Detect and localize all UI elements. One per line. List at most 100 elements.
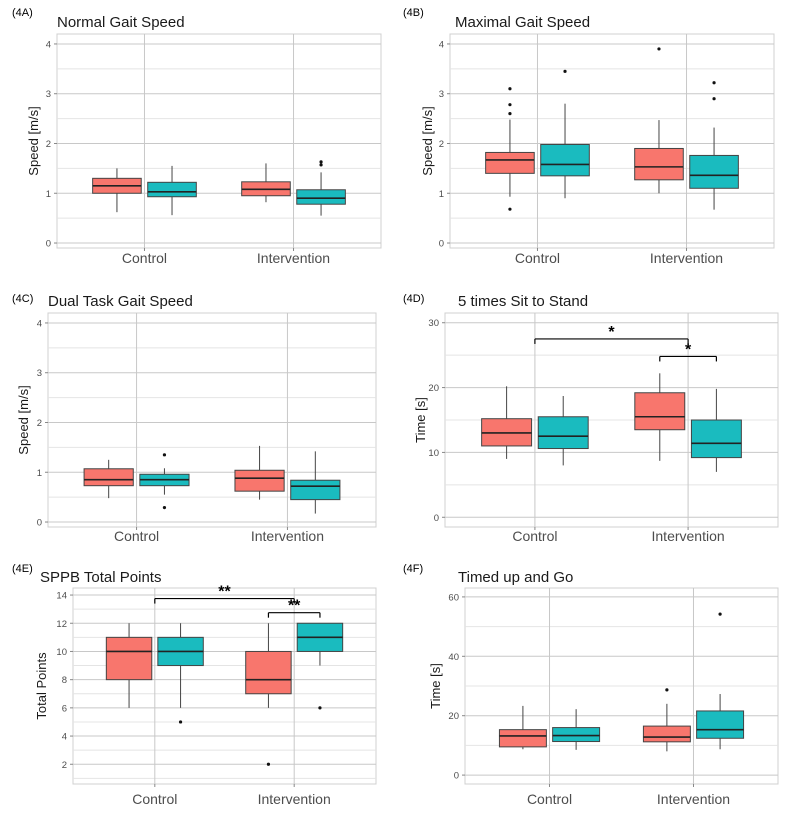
outlier-point (508, 207, 512, 211)
outlier-point (508, 112, 512, 116)
box-iqr (634, 147, 684, 181)
panel-title: Timed up and Go (458, 569, 573, 586)
box-iqr (83, 468, 134, 487)
y-tick-label: 3 (37, 368, 42, 379)
outlier-point (657, 47, 661, 51)
box-iqr (105, 636, 153, 681)
box-post-intervention (690, 388, 742, 472)
box-iqr (540, 143, 590, 177)
x-tick-label-intervention: Intervention (257, 250, 330, 266)
panel-title: Normal Gait Speed (57, 14, 185, 31)
panel-4e: (4E) SPPB Total Points 2 4 6 8 10 12 14 Control In… (12, 563, 377, 807)
outlier-point (319, 163, 323, 167)
y-tick-label: 6 (62, 703, 67, 714)
x-tick-label-intervention: Intervention (657, 791, 730, 807)
significance-label: ** (218, 584, 231, 601)
box-pre-intervention (634, 373, 686, 461)
box-pre-intervention (241, 163, 291, 203)
panel-label: (4D) (403, 293, 424, 305)
plot-border (449, 33, 775, 249)
box-pre-control (92, 168, 142, 213)
x-tick-label-control: Control (122, 250, 167, 266)
x-tick-label-control: Control (527, 791, 572, 807)
y-axis-label: Total Points (34, 652, 49, 720)
y-tick-label: 4 (37, 318, 42, 329)
y-tick-label: 20 (428, 383, 439, 394)
y-tick-label: 3 (46, 89, 51, 100)
box-post-control (552, 709, 601, 750)
box-post-intervention (296, 622, 344, 710)
outlier-point (318, 706, 322, 710)
box-post-intervention (689, 81, 739, 210)
box-pre-intervention (634, 47, 684, 194)
box-iqr (634, 392, 686, 431)
panel-4f: (4F) Timed up and Go 0 20 40 60 Control Interve… (403, 563, 779, 807)
y-tick-label: 2 (37, 418, 42, 429)
box-pre-control (83, 459, 134, 499)
panel-4a: (4A) Normal Gait Speed 0 1 2 3 4 Control Interve… (12, 7, 382, 266)
plot-border (72, 587, 377, 785)
y-tick-label: 1 (439, 189, 444, 200)
panel-title: 5 times Sit to Stand (458, 293, 588, 310)
outlier-point (162, 453, 167, 457)
x-tick-label-intervention: Intervention (258, 791, 331, 807)
outlier-point (508, 87, 512, 91)
panel-label: (4C) (12, 293, 33, 305)
box-post-control (540, 69, 590, 199)
box-post-intervention (696, 612, 745, 750)
y-axis-label: Speed [m/s] (26, 106, 41, 175)
box-iqr (147, 181, 197, 198)
significance-label: * (685, 341, 692, 358)
y-tick-label: 14 (56, 591, 67, 602)
box-post-control (147, 165, 197, 216)
significance-label: * (608, 324, 615, 341)
x-tick-label-intervention: Intervention (251, 528, 324, 544)
y-tick-label: 4 (46, 39, 51, 50)
y-axis-label: Speed [m/s] (420, 106, 435, 175)
y-axis-label: Time [s] (428, 663, 443, 709)
box-pre-control (498, 705, 547, 750)
panel-4b: (4B) Maximal Gait Speed 0 1 2 3 4 Control Interv… (403, 7, 775, 266)
box-post-control (157, 623, 204, 724)
box-post-intervention (296, 160, 346, 216)
panel-label: (4A) (12, 7, 33, 19)
x-tick-label-intervention: Intervention (652, 528, 725, 544)
x-tick-label-control: Control (512, 528, 557, 544)
y-tick-label: 0 (439, 239, 444, 250)
x-tick-label-control: Control (114, 528, 159, 544)
outlier-point (178, 720, 183, 724)
significance-bracket: * (659, 341, 717, 362)
box-post-control (537, 396, 589, 466)
y-tick-label: 0 (46, 239, 51, 250)
box-iqr (537, 416, 589, 450)
panel-title: Maximal Gait Speed (455, 14, 590, 31)
plot-border (47, 312, 377, 528)
y-tick-label: 1 (37, 468, 42, 479)
box-iqr (485, 151, 535, 174)
y-tick-label: 8 (62, 675, 67, 686)
significance-bracket: * (534, 324, 689, 344)
panel-4c: (4C) Dual Task Gait Speed 0 1 2 3 4 Control Inte… (12, 293, 377, 544)
y-tick-label: 0 (434, 513, 439, 524)
y-tick-label: 4 (62, 732, 67, 743)
box-pre-intervention (234, 445, 285, 500)
y-tick-label: 3 (439, 89, 444, 100)
plot-border (56, 33, 382, 249)
outlier-point (712, 81, 716, 85)
box-iqr (690, 419, 742, 459)
outlier-point (508, 103, 512, 107)
y-tick-label: 2 (62, 760, 67, 771)
outlier-point (718, 612, 722, 616)
x-tick-label-intervention: Intervention (650, 250, 723, 266)
y-axis-label: Time [s] (413, 397, 428, 443)
y-tick-label: 40 (448, 652, 459, 663)
box-iqr (696, 710, 745, 739)
panel-title: Dual Task Gait Speed (48, 293, 193, 310)
box-pre-intervention (245, 623, 292, 766)
y-tick-label: 60 (448, 592, 459, 603)
box-iqr (296, 189, 346, 205)
y-tick-label: 4 (439, 39, 444, 50)
y-tick-label: 20 (448, 711, 459, 722)
box-iqr (642, 725, 691, 743)
